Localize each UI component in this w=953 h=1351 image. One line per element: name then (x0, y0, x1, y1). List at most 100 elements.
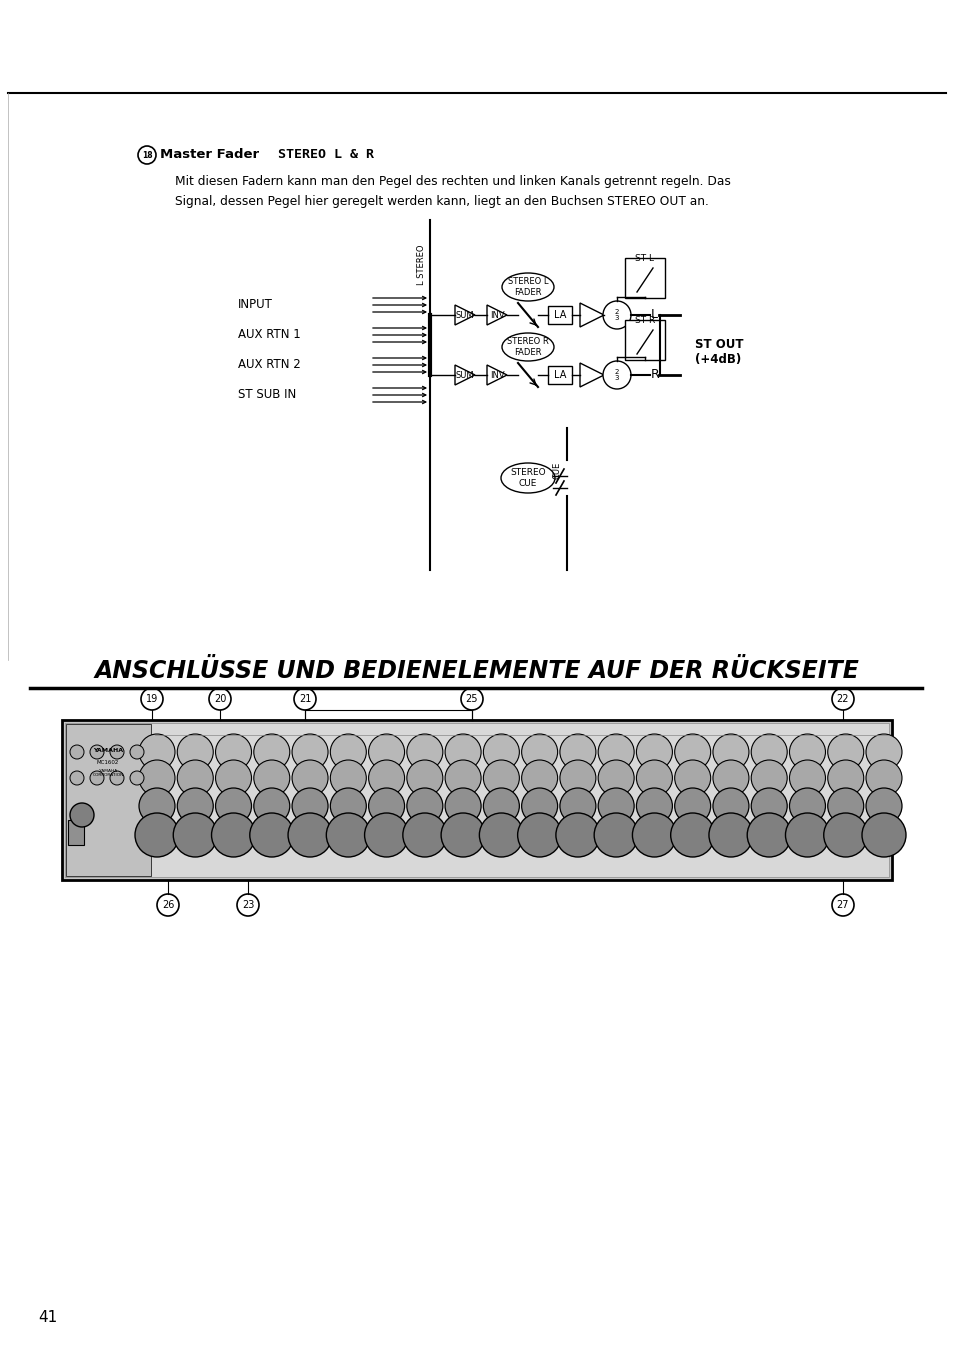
Text: Master Fader: Master Fader (160, 149, 263, 162)
Text: AUX RTN 2: AUX RTN 2 (237, 358, 300, 372)
Circle shape (460, 688, 482, 711)
Circle shape (517, 813, 561, 857)
Circle shape (292, 761, 328, 796)
Text: STEREO L
FADER: STEREO L FADER (507, 277, 548, 297)
Text: INV: INV (489, 311, 504, 319)
Text: 27: 27 (836, 900, 848, 911)
Text: 23: 23 (241, 900, 253, 911)
Circle shape (330, 734, 366, 770)
Polygon shape (579, 303, 603, 327)
Text: LA: LA (554, 370, 565, 380)
Circle shape (139, 761, 174, 796)
Circle shape (746, 813, 790, 857)
Circle shape (445, 788, 480, 824)
Circle shape (521, 734, 558, 770)
Text: ST L: ST L (635, 254, 654, 263)
Polygon shape (486, 365, 506, 385)
Circle shape (177, 761, 213, 796)
FancyBboxPatch shape (624, 320, 664, 359)
Circle shape (674, 734, 710, 770)
Circle shape (483, 734, 518, 770)
Circle shape (294, 688, 315, 711)
Text: AUX RTN 1: AUX RTN 1 (237, 328, 300, 342)
Circle shape (670, 813, 714, 857)
Text: 21: 21 (298, 694, 311, 704)
Polygon shape (486, 305, 506, 326)
Bar (62, 720, 891, 880)
Circle shape (445, 761, 480, 796)
Circle shape (364, 813, 408, 857)
Circle shape (326, 813, 370, 857)
Circle shape (330, 761, 366, 796)
Text: 25: 25 (465, 694, 477, 704)
Circle shape (708, 813, 752, 857)
Circle shape (789, 734, 824, 770)
Circle shape (406, 788, 442, 824)
Circle shape (445, 734, 480, 770)
Circle shape (827, 734, 862, 770)
Text: 41: 41 (38, 1310, 57, 1325)
Text: 20: 20 (213, 694, 226, 704)
Circle shape (90, 771, 104, 785)
Text: ST R: ST R (634, 316, 655, 326)
Circle shape (368, 788, 404, 824)
Text: CUE: CUE (552, 462, 561, 478)
Circle shape (632, 813, 676, 857)
Circle shape (712, 788, 748, 824)
Circle shape (253, 761, 290, 796)
Circle shape (827, 761, 862, 796)
Circle shape (110, 744, 124, 759)
Ellipse shape (501, 332, 554, 361)
Circle shape (483, 788, 518, 824)
Circle shape (750, 734, 786, 770)
Text: MC1602: MC1602 (96, 759, 119, 765)
Text: INV: INV (489, 370, 504, 380)
Text: Mit diesen Fadern kann man den Pegel des rechten und linken Kanals getrennt rege: Mit diesen Fadern kann man den Pegel des… (174, 176, 730, 208)
Circle shape (173, 813, 217, 857)
Circle shape (559, 788, 596, 824)
Circle shape (602, 301, 630, 330)
Text: STEREO R
FADER: STEREO R FADER (507, 338, 548, 357)
Circle shape (559, 761, 596, 796)
Circle shape (521, 761, 558, 796)
Text: ST OUT
(+4dB): ST OUT (+4dB) (695, 338, 742, 366)
Circle shape (90, 744, 104, 759)
FancyBboxPatch shape (624, 258, 664, 299)
Text: ST SUB IN: ST SUB IN (237, 389, 296, 401)
Circle shape (865, 788, 901, 824)
FancyBboxPatch shape (547, 305, 572, 324)
Text: SUM: SUM (456, 370, 474, 380)
Circle shape (483, 761, 518, 796)
Circle shape (141, 688, 163, 711)
Circle shape (636, 761, 672, 796)
Circle shape (478, 813, 523, 857)
Circle shape (253, 734, 290, 770)
Circle shape (674, 761, 710, 796)
Circle shape (750, 788, 786, 824)
Circle shape (209, 688, 231, 711)
Bar (68, 820, 84, 844)
Circle shape (130, 744, 144, 759)
Circle shape (402, 813, 446, 857)
FancyBboxPatch shape (547, 366, 572, 384)
Polygon shape (579, 363, 603, 386)
Text: 18: 18 (142, 150, 152, 159)
Text: 22: 22 (836, 694, 848, 704)
Circle shape (368, 734, 404, 770)
Text: STEREO L & R: STEREO L & R (277, 149, 374, 162)
Circle shape (250, 813, 294, 857)
Circle shape (177, 788, 213, 824)
Circle shape (789, 761, 824, 796)
Circle shape (215, 761, 252, 796)
Circle shape (110, 771, 124, 785)
Text: LA: LA (554, 309, 565, 320)
Circle shape (827, 788, 862, 824)
Circle shape (236, 894, 258, 916)
Circle shape (789, 788, 824, 824)
Text: L: L (650, 308, 658, 322)
Circle shape (288, 813, 332, 857)
Circle shape (602, 361, 630, 389)
Circle shape (556, 813, 599, 857)
Circle shape (70, 802, 94, 827)
Text: R: R (650, 369, 659, 381)
